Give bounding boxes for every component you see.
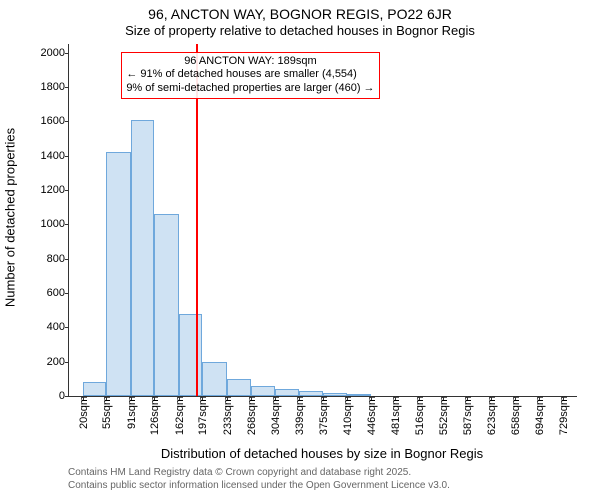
histogram-bar (227, 379, 251, 396)
x-tick-mark (227, 396, 228, 400)
x-tick-mark (395, 396, 396, 400)
x-tick-label: 729sqm (556, 396, 570, 435)
x-tick-mark (539, 396, 540, 400)
histogram-bar (106, 152, 130, 396)
x-tick-label: 162sqm (172, 396, 186, 435)
x-tick-label: 410sqm (340, 396, 354, 435)
x-tick-label: 375sqm (316, 396, 330, 435)
histogram-bar (202, 362, 226, 396)
y-tick-mark (65, 156, 69, 157)
y-axis-label: Number of detached properties (3, 118, 18, 318)
y-tick-mark (65, 224, 69, 225)
x-tick-label: 481sqm (388, 396, 402, 435)
x-tick-mark (515, 396, 516, 400)
y-tick-mark (65, 362, 69, 363)
x-tick-label: 20sqm (76, 396, 90, 429)
y-tick-mark (65, 293, 69, 294)
x-tick-mark (251, 396, 252, 400)
x-tick-mark (347, 396, 348, 400)
x-tick-label: 339sqm (292, 396, 306, 435)
x-tick-mark (371, 396, 372, 400)
annotation-box: 96 ANCTON WAY: 189sqm← 91% of detached h… (121, 52, 379, 99)
y-tick-mark (65, 121, 69, 122)
footer-line-2: Contains public sector information licen… (68, 479, 450, 492)
histogram-bar (251, 386, 275, 396)
x-tick-label: 197sqm (195, 396, 209, 435)
x-tick-mark (563, 396, 564, 400)
x-tick-label: 91sqm (124, 396, 138, 429)
x-tick-label: 55sqm (99, 396, 113, 429)
x-tick-label: 587sqm (460, 396, 474, 435)
x-tick-mark (154, 396, 155, 400)
histogram-bar (179, 314, 203, 396)
x-tick-label: 268sqm (244, 396, 258, 435)
histogram-bar (83, 382, 107, 396)
x-tick-mark (179, 396, 180, 400)
x-tick-label: 516sqm (412, 396, 426, 435)
y-tick-mark (65, 396, 69, 397)
x-tick-mark (323, 396, 324, 400)
annotation-line-1: 96 ANCTON WAY: 189sqm (126, 55, 374, 69)
y-tick-mark (65, 53, 69, 54)
x-tick-label: 552sqm (436, 396, 450, 435)
histogram-bar (275, 389, 299, 396)
histogram-bar (154, 214, 178, 396)
x-tick-mark (491, 396, 492, 400)
x-tick-mark (467, 396, 468, 400)
x-tick-mark (83, 396, 84, 400)
x-tick-label: 694sqm (532, 396, 546, 435)
plot-area: 020040060080010001200140016001800200020s… (68, 44, 577, 397)
x-tick-label: 126sqm (147, 396, 161, 435)
chart-subtitle: Size of property relative to detached ho… (0, 23, 600, 40)
histogram-bar (131, 120, 155, 396)
x-tick-label: 304sqm (268, 396, 282, 435)
footer-attribution: Contains HM Land Registry data © Crown c… (68, 466, 450, 492)
y-tick-mark (65, 87, 69, 88)
x-tick-mark (443, 396, 444, 400)
x-tick-label: 233sqm (220, 396, 234, 435)
y-tick-mark (65, 259, 69, 260)
chart-title: 96, ANCTON WAY, BOGNOR REGIS, PO22 6JR (0, 0, 600, 23)
x-tick-mark (299, 396, 300, 400)
x-tick-mark (131, 396, 132, 400)
x-axis-label: Distribution of detached houses by size … (68, 446, 576, 461)
x-tick-label: 623sqm (484, 396, 498, 435)
x-tick-mark (419, 396, 420, 400)
x-tick-label: 658sqm (508, 396, 522, 435)
footer-line-1: Contains HM Land Registry data © Crown c… (68, 466, 450, 479)
y-tick-mark (65, 327, 69, 328)
x-tick-mark (106, 396, 107, 400)
y-tick-mark (65, 190, 69, 191)
x-tick-mark (275, 396, 276, 400)
annotation-line-3: 9% of semi-detached properties are large… (126, 82, 374, 96)
x-tick-label: 446sqm (364, 396, 378, 435)
annotation-line-2: ← 91% of detached houses are smaller (4,… (126, 68, 374, 82)
x-tick-mark (202, 396, 203, 400)
